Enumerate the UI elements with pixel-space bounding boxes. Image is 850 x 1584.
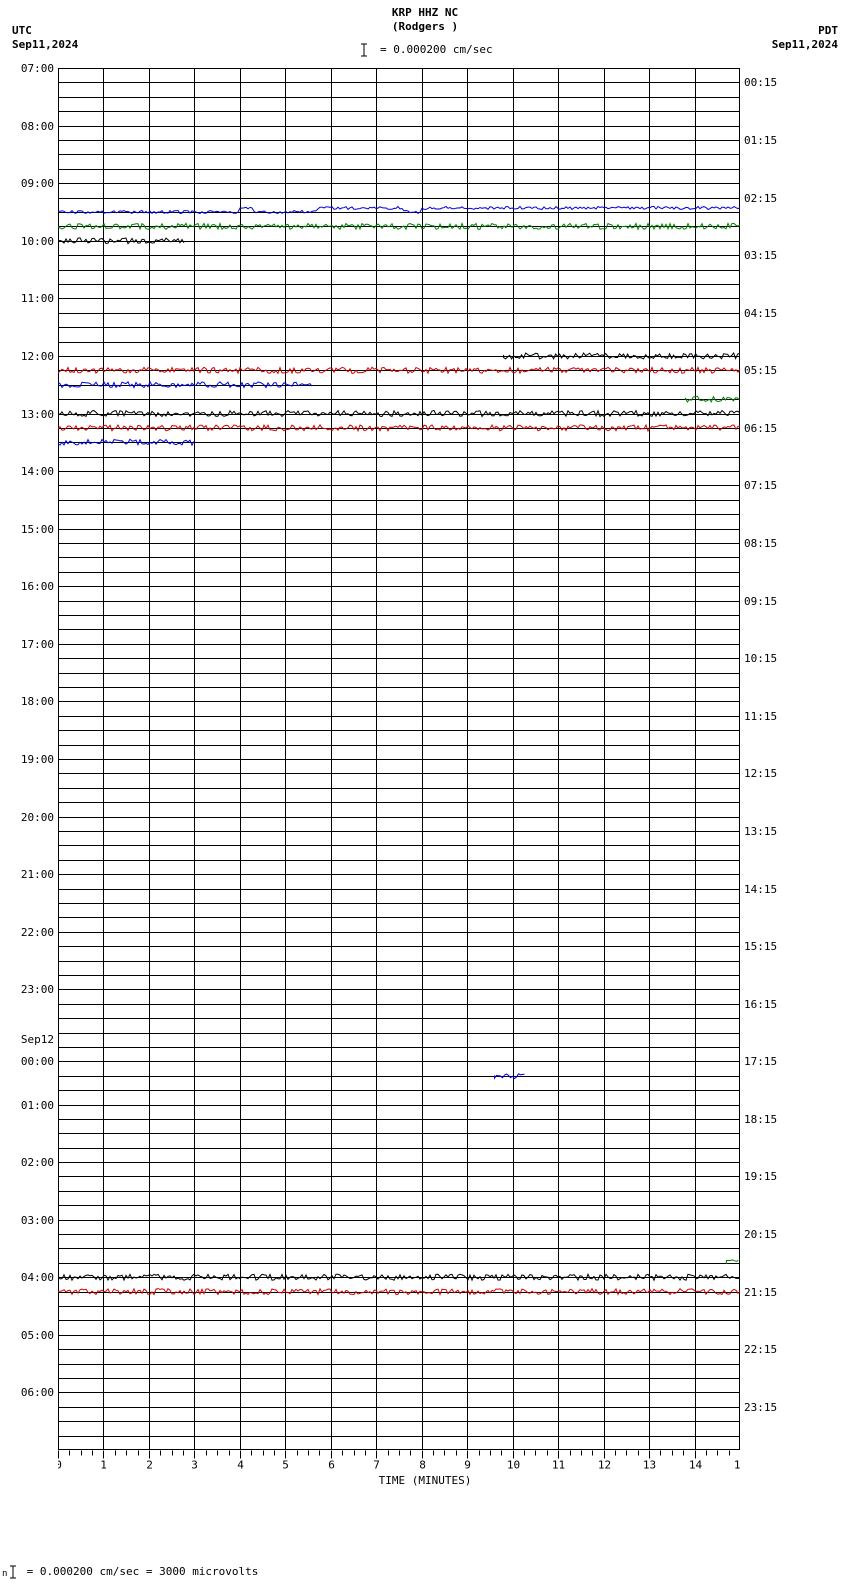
- x-tick-label: 13: [643, 1459, 656, 1472]
- pdt-time-label: 08:15: [744, 537, 777, 550]
- footer-scale: n = 0.000200 cm/sec = 3000 microvolts: [2, 1564, 258, 1580]
- utc-time-label: 14:00: [21, 465, 54, 478]
- pdt-time-label: 17:15: [744, 1055, 777, 1068]
- x-tick-label: 10: [507, 1459, 520, 1472]
- pdt-time-label: 12:15: [744, 767, 777, 780]
- seismogram-chart: KRP HHZ NC (Rodgers ) UTC Sep11,2024 PDT…: [0, 0, 850, 1584]
- utc-time-label: 20:00: [21, 811, 54, 824]
- utc-time-label: 04:00: [21, 1271, 54, 1284]
- x-tick-label: 9: [464, 1459, 471, 1472]
- pdt-time-label: 13:15: [744, 825, 777, 838]
- plot-area: 0123456789101112131415: [58, 68, 740, 1472]
- right-timezone-label: PDT: [818, 24, 838, 37]
- chart-title-line2: (Rodgers ): [0, 20, 850, 33]
- footer-scale-text: = 0.000200 cm/sec = 3000 microvolts: [27, 1565, 259, 1578]
- pdt-time-label: 04:15: [744, 307, 777, 320]
- pdt-time-label: 05:15: [744, 364, 777, 377]
- utc-time-label: 11:00: [21, 292, 54, 305]
- x-tick-label: 8: [419, 1459, 426, 1472]
- x-tick-label: 6: [328, 1459, 335, 1472]
- chart-title-line1: KRP HHZ NC: [0, 6, 850, 19]
- utc-time-label: 19:00: [21, 753, 54, 766]
- utc-time-label: 21:00: [21, 868, 54, 881]
- scale-bar-icon: [357, 42, 373, 58]
- pdt-time-label: 18:15: [744, 1113, 777, 1126]
- pdt-time-label: 06:15: [744, 422, 777, 435]
- pdt-time-label: 20:15: [744, 1228, 777, 1241]
- x-tick-label: 12: [598, 1459, 611, 1472]
- x-tick-label: 14: [689, 1459, 703, 1472]
- utc-time-label: 09:00: [21, 177, 54, 190]
- pdt-time-label: 23:15: [744, 1401, 777, 1414]
- pdt-time-label: 14:15: [744, 883, 777, 896]
- x-tick-label: 5: [282, 1459, 289, 1472]
- pdt-time-label: 10:15: [744, 652, 777, 665]
- x-axis-label: TIME (MINUTES): [0, 1474, 850, 1487]
- pdt-time-label: 19:15: [744, 1170, 777, 1183]
- utc-time-label: 07:00: [21, 62, 54, 75]
- scale-bar: = 0.000200 cm/sec: [0, 42, 850, 58]
- pdt-time-label: 16:15: [744, 998, 777, 1011]
- pdt-time-label: 03:15: [744, 249, 777, 262]
- svg-text:n: n: [2, 1569, 7, 1579]
- x-tick-label: 3: [191, 1459, 198, 1472]
- x-tick-label: 2: [146, 1459, 153, 1472]
- pdt-time-label: 00:15: [744, 76, 777, 89]
- pdt-time-label: 22:15: [744, 1343, 777, 1356]
- utc-time-label: 06:00: [21, 1386, 54, 1399]
- x-tick-label: 7: [373, 1459, 380, 1472]
- utc-time-label: 15:00: [21, 523, 54, 536]
- x-tick-label: 1: [100, 1459, 107, 1472]
- x-tick-label: 11: [552, 1459, 565, 1472]
- x-tick-label: 0: [58, 1459, 62, 1472]
- utc-time-label: 16:00: [21, 580, 54, 593]
- pdt-time-label: 02:15: [744, 192, 777, 205]
- utc-time-label: 23:00: [21, 983, 54, 996]
- utc-time-label: 18:00: [21, 695, 54, 708]
- utc-time-label: Sep12: [21, 1033, 54, 1046]
- utc-time-label: 08:00: [21, 120, 54, 133]
- utc-time-label: 10:00: [21, 235, 54, 248]
- utc-time-label: 01:00: [21, 1099, 54, 1112]
- left-timezone-label: UTC: [12, 24, 32, 37]
- footer-scale-icon: n: [2, 1564, 20, 1580]
- utc-time-label: 17:00: [21, 638, 54, 651]
- pdt-time-label: 11:15: [744, 710, 777, 723]
- utc-time-label: 00:00: [21, 1055, 54, 1068]
- x-tick-label: 15: [734, 1459, 740, 1472]
- utc-time-label: 13:00: [21, 408, 54, 421]
- utc-time-label: 05:00: [21, 1329, 54, 1342]
- pdt-time-label: 01:15: [744, 134, 777, 147]
- scale-bar-text: = 0.000200 cm/sec: [380, 43, 493, 56]
- x-tick-label: 4: [237, 1459, 244, 1472]
- utc-time-label: 03:00: [21, 1214, 54, 1227]
- utc-time-label: 12:00: [21, 350, 54, 363]
- pdt-time-label: 09:15: [744, 595, 777, 608]
- utc-time-label: 22:00: [21, 926, 54, 939]
- utc-time-label: 02:00: [21, 1156, 54, 1169]
- pdt-time-label: 07:15: [744, 479, 777, 492]
- pdt-time-label: 21:15: [744, 1286, 777, 1299]
- pdt-time-label: 15:15: [744, 940, 777, 953]
